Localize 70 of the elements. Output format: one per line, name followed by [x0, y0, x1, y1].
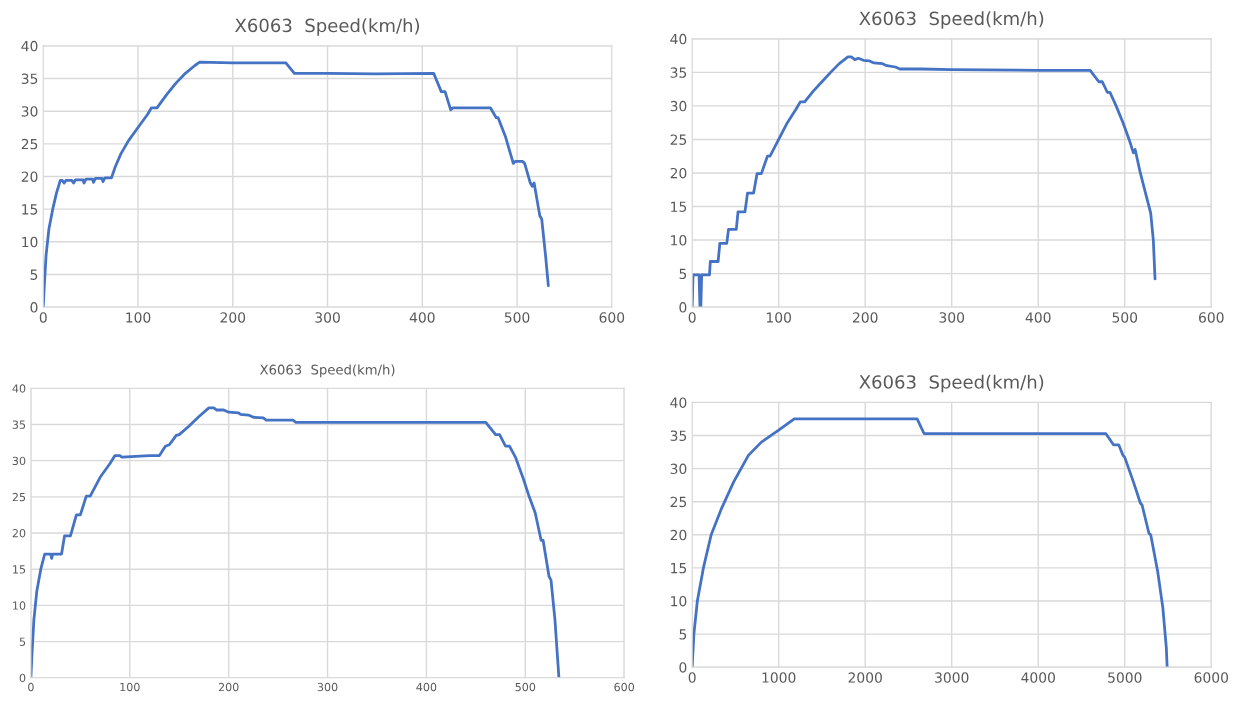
line-series	[692, 417, 1169, 668]
x-tick-label: 300	[315, 312, 340, 323]
y-tick-label: 30	[12, 456, 26, 466]
line-series	[692, 55, 1157, 308]
y-tick-label: 15	[13, 565, 26, 574]
line-series	[43, 60, 550, 308]
y-tick-label: 40	[670, 397, 687, 408]
y-tick-label: 10	[13, 601, 26, 610]
chart-title: X6063 Speed(km/h)	[259, 364, 395, 378]
x-tick-label: 600	[1198, 312, 1224, 323]
y-tick-label: 25	[12, 492, 26, 502]
y-tick-label: 40	[21, 40, 38, 52]
x-tick-label: 5000	[1108, 672, 1142, 683]
chart-title: X6063 Speed(km/h)	[235, 18, 420, 36]
x-tick-label: 200	[852, 312, 878, 323]
line-series	[30, 406, 561, 678]
x-tick-label: 400	[416, 682, 437, 692]
y-tick-label: 40	[670, 33, 687, 45]
x-tick-label: 1000	[762, 672, 796, 683]
y-tick-label: 25	[21, 138, 38, 150]
x-tick-label: 300	[939, 312, 965, 323]
y-tick-label: 20	[670, 529, 687, 541]
x-tick-label: 2000	[848, 672, 882, 683]
y-tick-label: 5	[679, 629, 687, 640]
x-tick-label: 4000	[1021, 672, 1055, 683]
y-tick-label: 15	[22, 204, 38, 215]
x-tick-label: 400	[1025, 312, 1051, 323]
y-tick-label: 0	[679, 302, 687, 313]
y-tick-label: 40	[12, 384, 26, 393]
x-tick-label: 3000	[935, 672, 969, 683]
y-tick-label: 10	[671, 595, 687, 607]
x-tick-label: 0	[688, 672, 696, 683]
y-tick-label: 30	[670, 100, 687, 112]
y-tick-label: 0	[679, 662, 687, 673]
y-tick-label: 30	[670, 463, 687, 475]
x-tick-label: 200	[218, 682, 239, 692]
y-tick-label: 5	[679, 268, 687, 280]
y-tick-label: 30	[21, 106, 38, 117]
y-tick-label: 35	[21, 73, 38, 85]
y-tick-label: 25	[670, 496, 687, 508]
x-tick-label: 500	[515, 682, 536, 692]
x-tick-label: 6000	[1194, 672, 1229, 683]
y-tick-label: 5	[19, 637, 26, 646]
x-tick-label: 100	[120, 682, 140, 692]
y-tick-label: 5	[30, 269, 38, 280]
x-tick-label: 400	[409, 312, 435, 323]
y-tick-label: 20	[12, 529, 26, 538]
x-tick-label: 500	[1112, 312, 1138, 323]
y-tick-label: 25	[670, 134, 687, 145]
y-tick-label: 20	[670, 167, 687, 179]
x-tick-label: 500	[504, 312, 530, 323]
y-tick-label: 0	[30, 302, 38, 313]
x-tick-label: 0	[688, 312, 696, 323]
x-tick-label: 200	[220, 312, 246, 323]
x-tick-label: 600	[599, 312, 625, 323]
x-tick-label: 600	[614, 682, 635, 692]
x-tick-label: 100	[766, 312, 792, 323]
x-tick-label: 300	[317, 682, 338, 692]
y-tick-label: 10	[671, 235, 687, 246]
chart-title: X6063 Speed(km/h)	[859, 374, 1044, 393]
y-tick-label: 35	[670, 67, 687, 78]
y-tick-label: 10	[22, 236, 38, 248]
y-tick-label: 35	[670, 430, 687, 441]
chart-title: X6063 Speed(km/h)	[859, 11, 1044, 29]
y-tick-label: 35	[12, 420, 26, 429]
y-tick-label: 15	[671, 201, 687, 212]
x-tick-label: 0	[39, 312, 47, 323]
x-tick-label: 100	[126, 312, 151, 323]
y-tick-label: 20	[21, 171, 38, 182]
y-tick-label: 15	[671, 563, 687, 574]
